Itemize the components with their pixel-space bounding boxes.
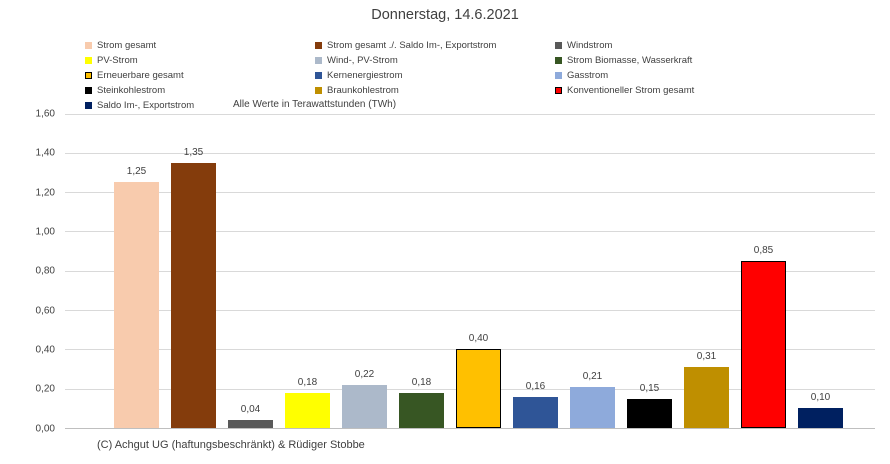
bar-value-label: 0,10 bbox=[810, 392, 831, 404]
legend-item-strom-gesamt: Strom gesamt bbox=[85, 38, 156, 52]
legend-swatch-icon bbox=[315, 71, 322, 79]
y-axis-tick-label: 1,60 bbox=[35, 108, 55, 120]
bar-value-label: 0,85 bbox=[753, 244, 774, 256]
gridline bbox=[65, 152, 875, 154]
legend-item-braunkohlestrom: Braunkohlestrom bbox=[315, 83, 399, 97]
legend-swatch-icon bbox=[315, 41, 322, 49]
legend-label: Wind-, PV-Strom bbox=[327, 54, 398, 66]
legend-swatch-icon bbox=[555, 71, 562, 79]
bar-value-label: 0,15 bbox=[639, 382, 660, 394]
bar-value-label: 0,04 bbox=[240, 404, 261, 416]
legend-label: PV-Strom bbox=[97, 54, 138, 66]
y-axis-tick-label: 0,60 bbox=[35, 305, 55, 317]
y-axis-tick-label: 0,00 bbox=[35, 423, 55, 434]
bar-value-label: 0,21 bbox=[582, 370, 603, 382]
legend-item-konventioneller-strom-gesamt: Konventioneller Strom gesamt bbox=[555, 83, 694, 97]
copyright-footer: (C) Achgut UG (haftungsbeschränkt) & Rüd… bbox=[97, 439, 365, 451]
legend-item-strom-biomasse-wasserkraft: Strom Biomasse, Wasserkraft bbox=[555, 53, 692, 67]
legend-swatch-icon bbox=[315, 56, 322, 64]
gridline bbox=[65, 231, 875, 233]
y-axis-tick-label: 0,20 bbox=[35, 383, 55, 395]
y-axis-tick-label: 1,40 bbox=[35, 147, 55, 159]
bar-strom-biomasse-wasserkraft bbox=[399, 392, 444, 428]
gridline bbox=[65, 113, 875, 115]
legend-label: Gasstrom bbox=[567, 69, 609, 81]
legend-label: Saldo Im-, Exportstrom bbox=[97, 99, 195, 111]
y-axis-tick-label: 0,80 bbox=[35, 265, 55, 277]
legend-label: Kernenergiestrom bbox=[327, 69, 403, 81]
legend-swatch-icon bbox=[315, 86, 322, 94]
legend-swatch-icon bbox=[85, 71, 92, 79]
gridline bbox=[65, 270, 875, 272]
legend-item-gasstrom: Gasstrom bbox=[555, 68, 608, 82]
bar-value-label: 0,18 bbox=[297, 376, 318, 388]
legend-label: Strom gesamt bbox=[97, 39, 157, 51]
legend-swatch-icon bbox=[85, 41, 92, 49]
gridline bbox=[65, 310, 875, 312]
legend-label: Steinkohlestrom bbox=[97, 84, 166, 96]
bar-value-label: 1,35 bbox=[183, 146, 204, 158]
legend-label: Braunkohlestrom bbox=[327, 84, 399, 96]
bar-windstrom bbox=[228, 420, 273, 428]
bar-strom-gesamt bbox=[114, 182, 159, 428]
units-note: Alle Werte in Terawattstunden (TWh) bbox=[233, 99, 397, 110]
legend-swatch-icon bbox=[555, 56, 562, 64]
legend-item-erneuerbare-gesamt: Erneuerbare gesamt bbox=[85, 68, 184, 82]
gridline bbox=[65, 192, 875, 194]
bar-value-label: 0,31 bbox=[696, 351, 717, 363]
legend-label: Erneuerbare gesamt bbox=[97, 69, 184, 81]
legend-item-wind-pv-strom: Wind-, PV-Strom bbox=[315, 53, 398, 67]
legend-item-kernenergiestrom: Kernenergiestrom bbox=[315, 68, 403, 82]
bar-value-label: 0,18 bbox=[411, 376, 432, 388]
legend-swatch-icon bbox=[85, 86, 92, 94]
bar-saldo-im-exportstrom bbox=[798, 408, 843, 428]
bar-value-label: 0,40 bbox=[468, 333, 489, 345]
legend-item-strom-gesamt-saldo-im-exportstrom: Strom gesamt ./. Saldo Im-, Exportstrom bbox=[315, 38, 496, 52]
legend-swatch-icon bbox=[555, 41, 562, 49]
bar-gasstrom bbox=[570, 386, 615, 428]
bar-pv-strom bbox=[285, 392, 330, 428]
legend-item-steinkohlestrom: Steinkohlestrom bbox=[85, 83, 165, 97]
bar-value-label: 1,25 bbox=[126, 166, 147, 178]
bar-value-label: 0,16 bbox=[525, 380, 546, 392]
legend-label: Strom gesamt ./. Saldo Im-, Exportstrom bbox=[327, 39, 497, 51]
bar-erneuerbare-gesamt bbox=[456, 349, 501, 428]
y-axis-tick-label: 1,20 bbox=[35, 187, 55, 199]
legend-item-windstrom: Windstrom bbox=[555, 38, 612, 52]
legend-label: Konventioneller Strom gesamt bbox=[567, 84, 695, 96]
legend-swatch-icon bbox=[85, 101, 92, 109]
bar-kernenergiestrom bbox=[513, 396, 558, 428]
legend-swatch-icon bbox=[85, 56, 92, 64]
bar-value-label: 0,22 bbox=[354, 368, 375, 380]
legend-label: Windstrom bbox=[567, 39, 613, 51]
legend-item-pv-strom: PV-Strom bbox=[85, 53, 138, 67]
y-axis-tick-label: 1,00 bbox=[35, 226, 55, 238]
bar-braunkohlestrom bbox=[684, 367, 729, 428]
legend-item-saldo-im-exportstrom: Saldo Im-, Exportstrom bbox=[85, 98, 194, 112]
bar-konventioneller-strom-gesamt bbox=[741, 260, 786, 428]
bar-strom-gesamt-saldo-im-exportstrom bbox=[171, 162, 216, 428]
x-axis-line bbox=[65, 428, 875, 429]
chart-title: Donnerstag, 14.6.2021 bbox=[371, 7, 519, 23]
legend-label: Strom Biomasse, Wasserkraft bbox=[567, 54, 693, 66]
bar-steinkohlestrom bbox=[627, 398, 672, 428]
legend-swatch-icon bbox=[555, 86, 562, 94]
bar-wind-pv-strom bbox=[342, 384, 387, 428]
y-axis-tick-label: 0,40 bbox=[35, 344, 55, 356]
